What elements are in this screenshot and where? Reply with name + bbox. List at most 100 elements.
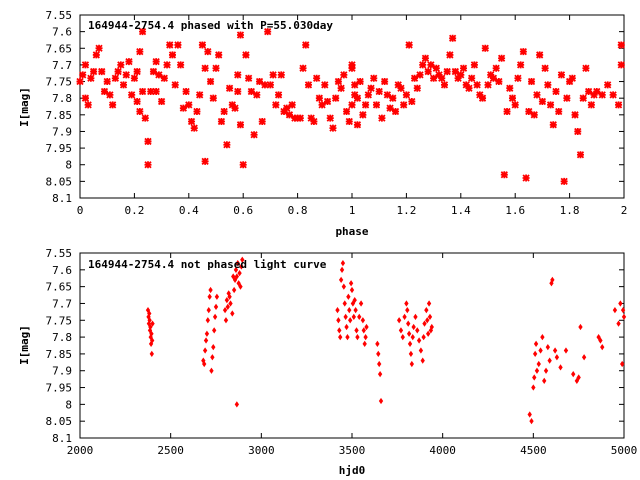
data-point [100, 87, 109, 96]
data-point [367, 84, 375, 92]
data-point [236, 280, 241, 287]
data-point [335, 307, 340, 314]
data-point [364, 91, 372, 99]
data-point [530, 111, 538, 119]
data-point [205, 317, 211, 324]
data-point [318, 101, 326, 109]
data-point [202, 360, 207, 368]
data-point [174, 41, 182, 49]
data-point [409, 360, 415, 368]
data-point [150, 320, 155, 327]
data-point [525, 107, 533, 116]
data-point [215, 51, 223, 59]
data-point [217, 117, 226, 126]
data-point [536, 51, 544, 59]
data-point [503, 107, 511, 116]
data-point [103, 77, 111, 86]
data-point [563, 94, 571, 102]
data-point [177, 61, 185, 69]
data-point [144, 161, 152, 169]
data-point [614, 101, 623, 109]
data-point [359, 111, 367, 119]
y-tick-label: 8 [65, 398, 72, 411]
data-point [546, 101, 555, 109]
data-point [348, 317, 353, 324]
data-point [457, 71, 465, 79]
data-point [209, 94, 217, 102]
data-point [149, 330, 154, 337]
data-point [558, 364, 563, 371]
data-point [182, 87, 190, 96]
data-point [508, 94, 517, 102]
data-point [419, 61, 427, 69]
data-point [443, 67, 451, 76]
data-point [514, 74, 522, 82]
data-point [201, 64, 209, 72]
y-tick-label: 7.75 [46, 76, 73, 89]
data-point [122, 71, 130, 79]
data-point [204, 47, 212, 56]
data-point [202, 347, 208, 354]
data-point [212, 313, 218, 321]
y-axis-label: I[mag] [18, 87, 31, 127]
y-tick-label: 7.95 [46, 382, 73, 395]
data-point [427, 61, 435, 69]
data-point [228, 300, 233, 307]
data-point [89, 67, 98, 76]
data-point [232, 276, 238, 284]
data-point [348, 61, 356, 69]
x-tick-label: 5000 [611, 444, 638, 457]
data-point [487, 71, 495, 79]
data-point [239, 161, 247, 169]
data-point [225, 303, 230, 310]
y-tick-label: 7.8 [52, 331, 72, 344]
data-point [571, 370, 576, 378]
data-point [351, 313, 356, 321]
data-point [354, 327, 359, 334]
data-point [552, 347, 558, 354]
data-point [136, 47, 144, 56]
data-point [144, 137, 152, 146]
data-point [79, 71, 87, 79]
y-tick-label: 7.95 [46, 142, 73, 155]
data-point [406, 320, 411, 327]
data-point [378, 397, 384, 405]
chart-title: 164944-2754.4 not phased light curve [88, 258, 327, 271]
data-point [114, 67, 122, 76]
data-point [383, 91, 391, 99]
data-point [329, 124, 337, 132]
data-point [166, 41, 174, 49]
data-point [407, 340, 413, 347]
data-point [533, 91, 541, 99]
data-point [220, 107, 228, 116]
data-point [206, 77, 215, 86]
y-tick-label: 7.75 [46, 314, 73, 327]
data-point [429, 74, 438, 82]
data-point [76, 77, 84, 86]
data-point [353, 121, 362, 129]
data-point [299, 64, 307, 72]
data-point [285, 111, 294, 119]
data-point [236, 121, 245, 129]
data-point [212, 327, 217, 334]
data-point [347, 307, 352, 314]
data-point [389, 94, 397, 102]
data-point [517, 61, 525, 69]
data-point [400, 101, 408, 109]
axis-ticks [79, 14, 625, 199]
data-point [405, 41, 413, 49]
data-point [394, 81, 402, 89]
y-tick-label: 7.85 [46, 348, 73, 361]
y-tick-label: 7.55 [46, 9, 73, 22]
data-point [253, 91, 261, 99]
data-point [400, 333, 405, 341]
data-point [425, 317, 430, 324]
data-point [424, 67, 432, 76]
data-point [204, 330, 210, 337]
data-point [171, 81, 179, 89]
data-point [196, 91, 204, 99]
data-point [404, 300, 409, 307]
y-tick-label: 7.6 [52, 264, 72, 277]
data-point [231, 273, 236, 280]
data-point [604, 81, 612, 89]
